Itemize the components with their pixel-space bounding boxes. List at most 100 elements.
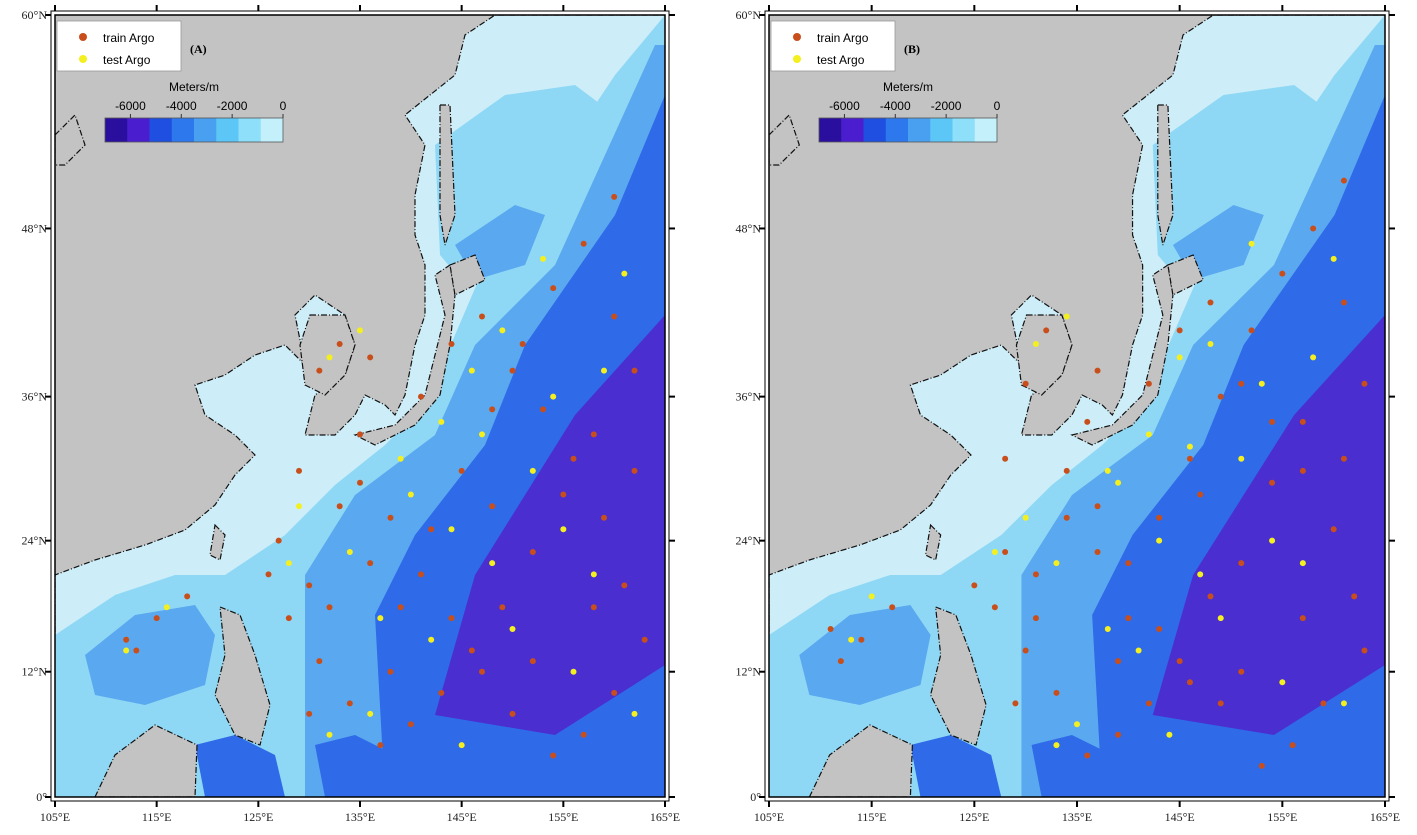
test-argo-point xyxy=(458,742,465,749)
train-argo-point xyxy=(377,742,384,749)
x-tick-label: 105°E xyxy=(754,810,784,824)
train-argo-point xyxy=(1186,679,1193,686)
train-argo-point xyxy=(1217,700,1224,707)
train-argo-point xyxy=(448,615,455,622)
train-argo-point xyxy=(611,689,618,696)
train-argo-point xyxy=(837,658,844,665)
train-argo-point xyxy=(1094,367,1101,374)
y-tick-label: 12°N xyxy=(22,665,48,679)
panel-label: (A) xyxy=(190,42,207,56)
colorbar-swatch xyxy=(841,118,864,142)
train-argo-point xyxy=(611,313,618,320)
train-argo-point xyxy=(1217,393,1224,400)
train-argo-point xyxy=(1340,299,1347,306)
train-argo-point xyxy=(1299,467,1306,474)
test-argo-point xyxy=(1022,514,1029,521)
legend-box xyxy=(56,20,182,72)
train-argo-point xyxy=(1320,700,1327,707)
train-argo-point xyxy=(1094,548,1101,555)
train-argo-point xyxy=(971,582,978,589)
colorbar-swatch xyxy=(930,118,953,142)
colorbar-swatch xyxy=(127,118,150,142)
train-argo-point xyxy=(611,193,618,200)
test-argo-point xyxy=(570,668,577,675)
train-argo-point xyxy=(1258,762,1265,769)
test-argo-point xyxy=(479,431,485,438)
train-argo-point xyxy=(1197,491,1204,498)
y-tick-label: 36°N xyxy=(22,390,48,404)
x-tick-label: 165°E xyxy=(1370,810,1400,824)
train-argo-point xyxy=(1340,177,1347,184)
train-argo-point xyxy=(499,604,506,611)
train-argo-point xyxy=(641,636,648,643)
train-argo-point xyxy=(550,752,557,759)
colorbar-tick-label: -2000 xyxy=(217,99,248,113)
legend-label: test Argo xyxy=(103,53,151,67)
train-argo-point xyxy=(631,467,638,474)
colorbar-swatch xyxy=(194,118,217,142)
train-argo-point xyxy=(1238,380,1245,387)
test-argo-point xyxy=(1197,571,1204,578)
train-argo-point xyxy=(519,340,526,347)
test-argo-point xyxy=(357,327,363,334)
train-argo-point xyxy=(397,604,404,611)
train-argo-point xyxy=(1156,514,1163,521)
x-tick-label: 155°E xyxy=(1267,810,1297,824)
train-argo-point xyxy=(1022,380,1029,387)
map-panel: 105°E 115°E 125°E 135°E 145°E 155°E 165°E 0° 12°… xyxy=(22,5,680,824)
train-argo-point xyxy=(1330,526,1337,533)
train-argo-point xyxy=(1043,327,1050,334)
test-argo-point xyxy=(1063,313,1070,320)
train-argo-point xyxy=(1115,658,1122,665)
train-argo-point xyxy=(1084,418,1091,425)
train-argo-point xyxy=(316,658,323,665)
test-argo-point xyxy=(1310,354,1317,361)
train-argo-point xyxy=(153,615,160,622)
test-argo-point xyxy=(296,503,302,510)
y-tick-label: 60°N xyxy=(736,8,762,22)
train-argo-point xyxy=(509,710,516,717)
test-argo-point xyxy=(590,571,597,578)
train-argo-point xyxy=(1340,455,1347,462)
train-argo-point xyxy=(1176,327,1183,334)
train-argo-point xyxy=(1351,593,1358,600)
colorbar-swatch xyxy=(819,118,842,142)
train-argo-point xyxy=(1012,700,1019,707)
train-argo-point xyxy=(479,313,485,320)
train-argo-point xyxy=(387,668,394,675)
train-argo-point xyxy=(1053,689,1060,696)
train-argo-point xyxy=(1361,647,1368,654)
test-argo-point xyxy=(397,455,404,462)
y-tick-label: 48°N xyxy=(736,221,762,235)
colorbar-tick-label: -6000 xyxy=(829,99,860,113)
test-argo-point xyxy=(529,467,536,474)
train-argo-point xyxy=(387,514,394,521)
train-argo-point xyxy=(889,604,896,611)
y-tick-label: 36°N xyxy=(736,390,762,404)
test-argo-point xyxy=(1340,700,1347,707)
test-argo-point xyxy=(1238,455,1245,462)
train-argo-point xyxy=(1084,752,1091,759)
colorbar-title: Meters/m xyxy=(169,80,219,94)
test-argo-point xyxy=(1299,560,1306,567)
y-tick-label: 12°N xyxy=(736,665,762,679)
train-argo-point xyxy=(1063,467,1070,474)
test-argo-point xyxy=(1279,679,1286,686)
test-argo-point xyxy=(540,255,546,262)
test-argo-point xyxy=(1330,255,1337,262)
test-argo-point xyxy=(1248,240,1255,247)
x-tick-label: 125°E xyxy=(243,810,273,824)
x-tick-label: 145°E xyxy=(447,810,477,824)
train-argo-point xyxy=(316,367,323,374)
train-argo-point xyxy=(827,625,834,632)
test-argo-point xyxy=(1053,742,1060,749)
colorbar-swatch xyxy=(885,118,909,142)
colorbar-swatch xyxy=(105,118,128,142)
train-argo-point xyxy=(184,593,191,600)
colorbar-border xyxy=(104,117,284,143)
colorbar-tick-label: -6000 xyxy=(115,99,146,113)
test-argo-point xyxy=(163,604,170,611)
test-argo-point xyxy=(326,354,333,361)
test-argo-point xyxy=(1053,560,1060,567)
colorbar-swatch xyxy=(216,118,239,142)
